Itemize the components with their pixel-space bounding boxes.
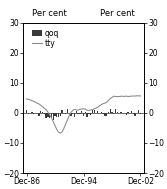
- tty: [86, 109, 88, 111]
- Bar: [133, 113, 134, 114]
- Bar: [83, 113, 84, 116]
- Bar: [92, 110, 93, 113]
- Line: tty: tty: [27, 96, 140, 133]
- Bar: [106, 113, 107, 116]
- Bar: [102, 113, 104, 114]
- Bar: [115, 109, 116, 113]
- Bar: [58, 113, 59, 117]
- Bar: [86, 113, 88, 117]
- tty: [75, 109, 77, 111]
- Bar: [90, 113, 91, 115]
- Bar: [94, 110, 95, 113]
- Bar: [111, 112, 113, 113]
- Bar: [88, 113, 90, 114]
- Bar: [76, 111, 77, 113]
- Bar: [33, 113, 34, 114]
- Bar: [131, 111, 132, 113]
- Bar: [53, 113, 54, 120]
- Bar: [60, 113, 61, 116]
- Bar: [47, 113, 49, 116]
- Bar: [140, 113, 141, 114]
- Bar: [108, 112, 109, 113]
- Bar: [85, 112, 86, 113]
- Bar: [54, 113, 56, 116]
- Bar: [51, 113, 52, 118]
- Bar: [67, 109, 68, 113]
- Bar: [28, 113, 29, 114]
- Bar: [117, 112, 118, 113]
- tty: [125, 95, 127, 97]
- Text: Per cent: Per cent: [32, 9, 67, 18]
- Bar: [113, 113, 114, 114]
- Bar: [31, 112, 33, 113]
- Bar: [104, 113, 106, 116]
- Bar: [70, 113, 72, 115]
- Bar: [72, 113, 73, 114]
- Bar: [101, 112, 102, 113]
- Bar: [77, 113, 79, 114]
- Bar: [138, 110, 139, 113]
- Bar: [49, 113, 50, 118]
- tty: [136, 95, 138, 97]
- Bar: [42, 112, 43, 113]
- Bar: [110, 109, 111, 113]
- Bar: [45, 113, 47, 118]
- Bar: [97, 111, 98, 113]
- Bar: [38, 113, 40, 116]
- Bar: [120, 112, 122, 113]
- Text: Per cent: Per cent: [100, 9, 135, 18]
- Bar: [40, 111, 41, 113]
- Bar: [61, 110, 63, 113]
- Bar: [95, 113, 97, 114]
- Bar: [79, 113, 81, 114]
- Bar: [127, 112, 129, 113]
- Bar: [65, 113, 66, 114]
- Bar: [134, 113, 136, 116]
- Bar: [74, 113, 75, 117]
- Bar: [44, 113, 45, 114]
- tty: [134, 95, 136, 97]
- Legend: qoq, tty: qoq, tty: [32, 28, 60, 49]
- tty: [52, 121, 54, 123]
- tty: [59, 132, 61, 134]
- tty: [139, 95, 141, 97]
- Bar: [26, 110, 27, 113]
- tty: [26, 98, 28, 100]
- Bar: [56, 113, 57, 117]
- Bar: [81, 111, 82, 113]
- tty: [61, 131, 63, 133]
- Bar: [126, 113, 127, 115]
